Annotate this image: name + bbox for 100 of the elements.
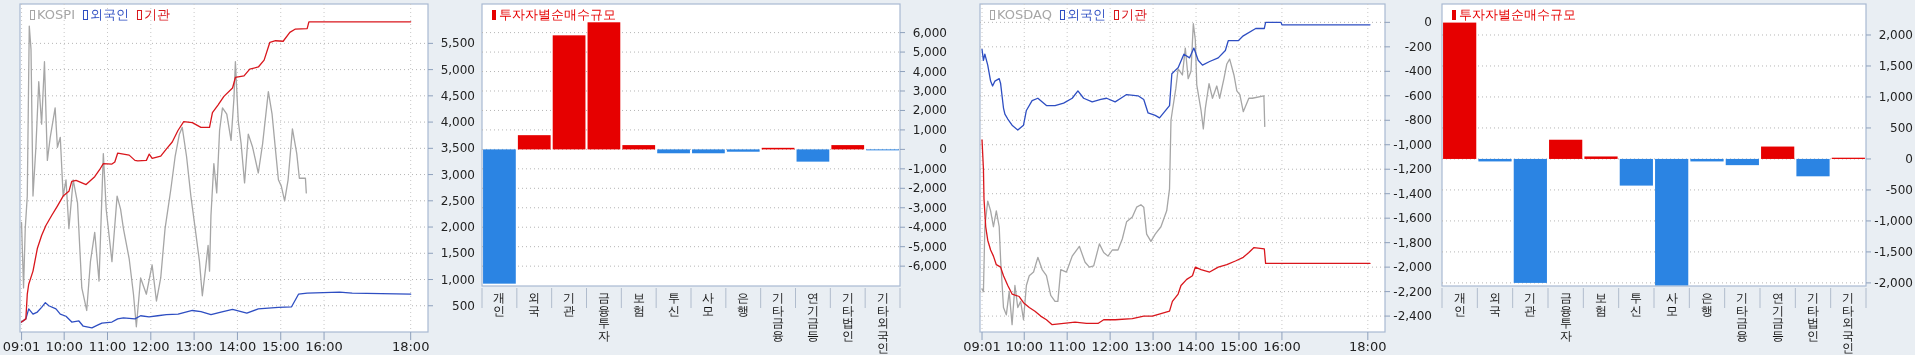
x-tick-label: 외국 [528, 291, 541, 318]
legend-label: 기관 [143, 7, 170, 22]
x-tick-label: 10:00 [1005, 339, 1043, 354]
bar [1725, 158, 1759, 166]
y-tick-label: 500 [452, 298, 475, 313]
x-tick-label: 기타금융 [1736, 291, 1749, 343]
legend-label: 외국인 [89, 7, 129, 22]
y-tick-label: -1,000 [1393, 137, 1432, 152]
legend-label: 투자자별순매수규모 [1459, 7, 1576, 22]
legend-label: KOSDAQ [997, 7, 1052, 22]
bar [552, 35, 586, 150]
legend-label: 기관 [1120, 7, 1147, 22]
y-tick-label: 2,000 [912, 103, 947, 118]
x-tick-label: 12:00 [132, 339, 170, 354]
bar [831, 145, 865, 150]
y-tick-label: -1,500 [1874, 244, 1913, 259]
y-tick-label: 0 [1905, 151, 1913, 166]
y-tick-label: 0 [1424, 15, 1432, 30]
x-tick-label: 10:00 [45, 339, 83, 354]
y-tick-label: -6,000 [908, 259, 947, 274]
bar [587, 22, 621, 150]
x-tick-label: 기관 [1524, 291, 1537, 318]
bar [692, 149, 725, 154]
y-tick-label: -3,000 [908, 200, 947, 215]
bar [726, 149, 760, 152]
x-tick-label: 18:00 [391, 339, 430, 354]
y-tick-label: -1,800 [1393, 235, 1432, 250]
x-tick-label: 투신 [667, 291, 680, 318]
y-tick-label: -4,000 [908, 220, 947, 235]
x-tick-label: 14:00 [218, 339, 257, 354]
bar [1513, 158, 1547, 283]
bar [483, 149, 516, 284]
bar [657, 149, 690, 154]
x-tick-label: 투신 [1630, 291, 1643, 318]
x-tick-label: 외국 [1489, 291, 1501, 318]
legend-label: KOSPI [37, 7, 75, 22]
bar [1655, 158, 1689, 286]
line-series [981, 139, 1371, 326]
bar [622, 145, 656, 150]
x-tick-label: 개인 [1453, 291, 1466, 318]
x-tick-label: 사모 [702, 291, 715, 318]
x-tick-label: 09:01 [963, 339, 1001, 354]
x-tick-label: 기타외국인 [1842, 291, 1855, 355]
x-tick-label: 개인 [493, 291, 506, 318]
x-tick-label: 보험 [1595, 291, 1607, 318]
y-tick-label: -2,000 [908, 181, 947, 196]
y-tick-label: 0 [939, 142, 947, 157]
bar [796, 149, 830, 162]
bar [517, 135, 551, 150]
x-tick-label: 기타외국인 [876, 291, 889, 355]
y-tick-label: 3,000 [440, 167, 475, 182]
y-tick-label: 2,000 [440, 220, 475, 235]
x-tick-label: 사모 [1665, 291, 1678, 318]
y-tick-label: 2,500 [440, 193, 475, 208]
x-tick-label: 보험 [632, 291, 645, 318]
y-tick-label: -500 [1885, 182, 1913, 197]
x-tick-label: 기타금융 [772, 291, 785, 343]
x-tick-label: 16:00 [305, 339, 343, 354]
x-tick-label: 은행 [1701, 291, 1713, 318]
bar [1549, 139, 1583, 159]
legend-label: 투자자별순매수규모 [499, 7, 616, 22]
y-tick-label: -1,600 [1393, 211, 1432, 226]
y-tick-label: -1,000 [1874, 213, 1913, 228]
x-tick-label: 금융투자 [1559, 291, 1572, 343]
y-tick-label: 1,000 [912, 122, 947, 137]
y-tick-label: 6,000 [912, 25, 947, 40]
x-tick-label: 12:00 [1091, 339, 1129, 354]
y-tick-label: 1,000 [1878, 89, 1913, 104]
y-tick-label: -1,200 [1393, 162, 1432, 177]
y-tick-label: 1,500 [1878, 58, 1913, 73]
x-tick-label: 11:00 [88, 339, 127, 354]
y-tick-label: 3,500 [440, 141, 475, 156]
y-tick-label: 5,000 [440, 62, 475, 77]
x-tick-label: 15:00 [262, 339, 300, 354]
bar [1761, 146, 1795, 159]
y-tick-label: 4,500 [440, 88, 475, 103]
bar [1584, 156, 1618, 159]
y-tick-label: -2,000 [1874, 275, 1913, 290]
y-tick-label: -1,400 [1393, 186, 1432, 201]
x-tick-label: 13:00 [175, 339, 213, 354]
y-tick-label: 3,000 [912, 83, 947, 98]
y-tick-label: -800 [1404, 113, 1432, 128]
x-tick-label: 연기금등 [806, 291, 819, 343]
x-tick-label: 기관 [563, 291, 576, 318]
x-tick-label: 13:00 [1134, 339, 1172, 354]
x-tick-label: 기타법인 [841, 291, 854, 343]
y-tick-label: -1,000 [908, 161, 947, 176]
y-tick-label: -200 [1404, 39, 1432, 54]
y-tick-label: 5,000 [912, 45, 947, 60]
y-tick-label: 4,000 [440, 115, 475, 130]
x-tick-label: 금융투자 [597, 291, 610, 343]
x-tick-label: 09:01 [2, 339, 41, 354]
y-tick-label: -2,000 [1393, 260, 1432, 275]
line-series [20, 25, 307, 328]
y-tick-label: -600 [1404, 88, 1432, 103]
x-tick-label: 15:00 [1220, 339, 1258, 354]
line-series [981, 22, 1266, 326]
x-tick-label: 14:00 [1177, 339, 1215, 354]
line-series [981, 21, 1371, 131]
x-tick-label: 기타법인 [1807, 291, 1819, 343]
